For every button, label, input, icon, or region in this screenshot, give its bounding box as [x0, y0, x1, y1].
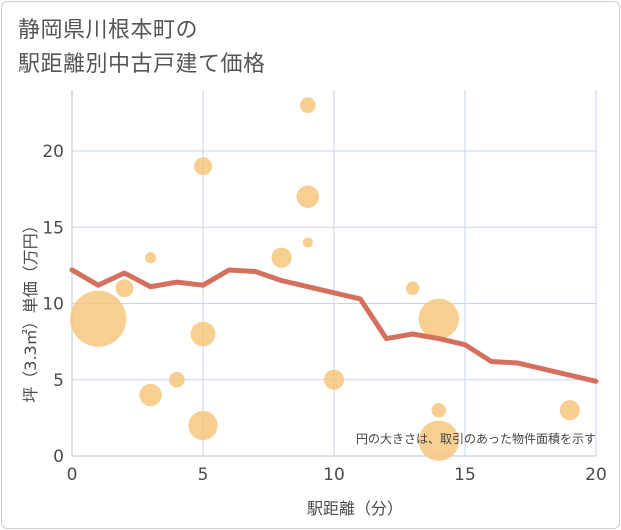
bubble-point [70, 290, 127, 347]
bubble-point [418, 420, 459, 461]
bubble-point [302, 237, 313, 248]
bubble-point [559, 400, 580, 421]
x-tick-label: 5 [198, 465, 209, 485]
y-tick-label: 0 [53, 447, 64, 467]
bubble-point [271, 247, 292, 268]
average-price-line [69, 267, 599, 384]
size-legend-note: 円の大きさは、取引のあった物件面積を示す [356, 431, 596, 446]
bubble-point [188, 410, 218, 441]
y-axis-title: 坪（3.3㎡）単価（万円） [21, 217, 40, 402]
bubble-point [418, 298, 459, 339]
bubble-point [323, 369, 345, 390]
bubble-point [190, 321, 216, 347]
x-tick-label: 0 [67, 465, 78, 485]
trend-line-layer [69, 267, 599, 384]
bubble-point [139, 383, 162, 407]
x-axis-title: 駅距離（分） [307, 499, 403, 518]
y-tick-label: 15 [42, 218, 64, 238]
x-tick-label: 10 [323, 465, 345, 485]
chart-title-line2: 駅距離別中古戸建て価格 [18, 52, 266, 77]
bubble-point [168, 371, 185, 388]
bubble-point [115, 279, 134, 298]
bubble-layer [70, 97, 580, 461]
tick-labels: 0 5 10 15 20 0 5 10 15 20 [42, 142, 606, 485]
y-tick-label: 20 [42, 142, 64, 162]
bubble-point [145, 252, 157, 264]
y-tick-label: 10 [42, 295, 64, 315]
y-tick-label: 5 [53, 371, 64, 391]
chart-title: 静岡県川根本町の 駅距離別中古戸建て価格 [18, 14, 266, 82]
grid-lines [71, 90, 597, 457]
x-tick-label: 20 [585, 465, 607, 485]
bubble-point [405, 281, 420, 295]
bubble-point [431, 402, 447, 418]
bubble-point [299, 97, 316, 114]
bubble-point [296, 185, 319, 208]
x-tick-label: 15 [454, 465, 476, 485]
bubble-point [194, 157, 212, 176]
chart-title-line1: 静岡県川根本町の [18, 18, 199, 43]
